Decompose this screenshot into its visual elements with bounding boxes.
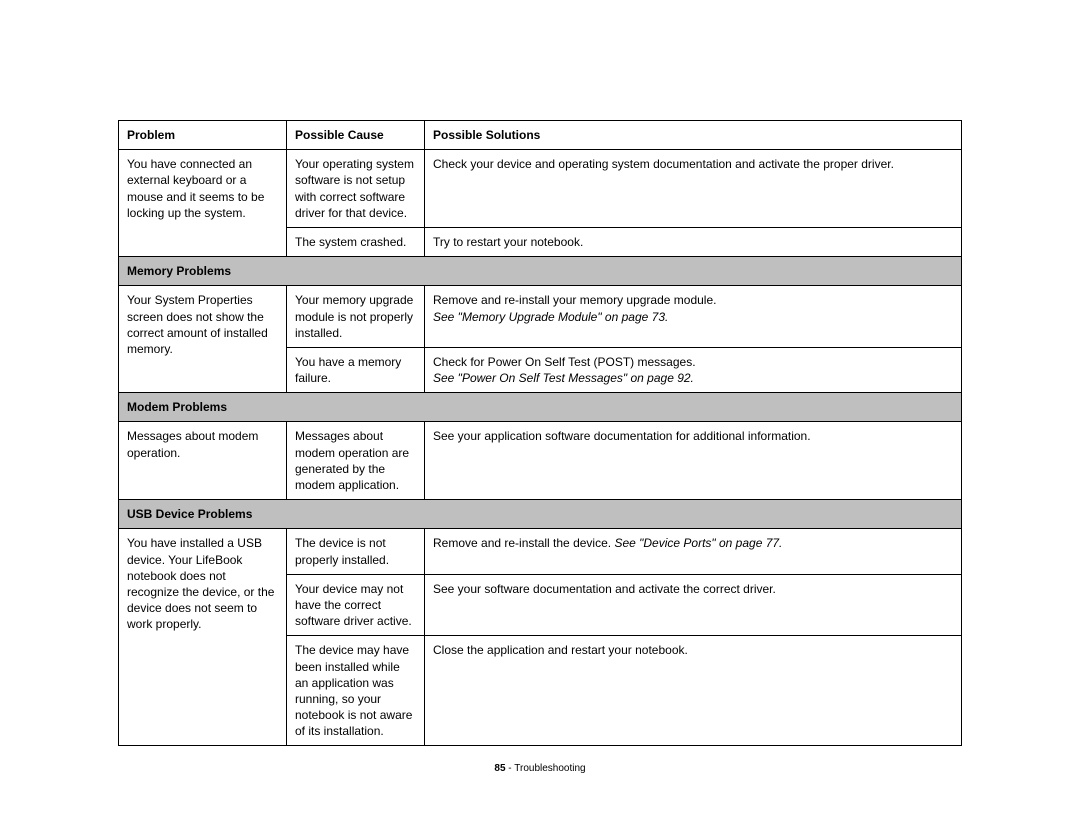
page-footer: 85 - Troubleshooting	[0, 763, 1080, 774]
cell-problem: You have installed a USB device. Your Li…	[119, 529, 287, 746]
cell-cause: The device may have been installed while…	[287, 636, 425, 746]
cell-problem: Messages about modem operation.	[119, 422, 287, 500]
page-number: 85	[494, 763, 505, 774]
table-row: Messages about modem operation. Messages…	[119, 422, 962, 500]
table-row: You have installed a USB device. Your Li…	[119, 529, 962, 574]
section-heading: Memory Problems	[119, 257, 962, 286]
cell-solution: See your application software documentat…	[425, 422, 962, 500]
cell-cause: The system crashed.	[287, 227, 425, 256]
cell-problem: Your System Properties screen does not s…	[119, 286, 287, 393]
section-row-memory: Memory Problems	[119, 257, 962, 286]
cell-solution: Check your device and operating system d…	[425, 150, 962, 228]
table-row: Your System Properties screen does not s…	[119, 286, 962, 348]
solution-reference: See "Power On Self Test Messages" on pag…	[433, 371, 694, 385]
col-header-solutions: Possible Solutions	[425, 121, 962, 150]
page-content: Problem Possible Cause Possible Solution…	[0, 0, 1080, 746]
cell-cause: Your memory upgrade module is not proper…	[287, 286, 425, 348]
cell-cause: Your device may not have the correct sof…	[287, 574, 425, 636]
cell-solution: Check for Power On Self Test (POST) mess…	[425, 347, 962, 392]
cell-solution: See your software documentation and acti…	[425, 574, 962, 636]
solution-text: Remove and re-install your memory upgrad…	[433, 293, 716, 307]
cell-cause: The device is not properly installed.	[287, 529, 425, 574]
solution-reference: See "Memory Upgrade Module" on page 73.	[433, 310, 668, 324]
table-row: You have connected an external keyboard …	[119, 150, 962, 228]
troubleshooting-table: Problem Possible Cause Possible Solution…	[118, 120, 962, 746]
cell-cause: You have a memory failure.	[287, 347, 425, 392]
cell-cause: Your operating system software is not se…	[287, 150, 425, 228]
cell-solution: Remove and re-install your memory upgrad…	[425, 286, 962, 348]
footer-separator: -	[506, 763, 515, 774]
section-row-usb: USB Device Problems	[119, 500, 962, 529]
section-heading: USB Device Problems	[119, 500, 962, 529]
solution-text: Remove and re-install the device.	[433, 536, 614, 550]
cell-problem: You have connected an external keyboard …	[119, 150, 287, 257]
section-row-modem: Modem Problems	[119, 393, 962, 422]
table-header-row: Problem Possible Cause Possible Solution…	[119, 121, 962, 150]
footer-section: Troubleshooting	[514, 763, 585, 774]
cell-solution: Try to restart your notebook.	[425, 227, 962, 256]
solution-text: Check for Power On Self Test (POST) mess…	[433, 355, 696, 369]
cell-solution: Remove and re-install the device. See "D…	[425, 529, 962, 574]
cell-cause: Messages about modem operation are gener…	[287, 422, 425, 500]
section-heading: Modem Problems	[119, 393, 962, 422]
col-header-problem: Problem	[119, 121, 287, 150]
solution-reference: See "Device Ports" on page 77.	[614, 536, 782, 550]
col-header-cause: Possible Cause	[287, 121, 425, 150]
cell-solution: Close the application and restart your n…	[425, 636, 962, 746]
